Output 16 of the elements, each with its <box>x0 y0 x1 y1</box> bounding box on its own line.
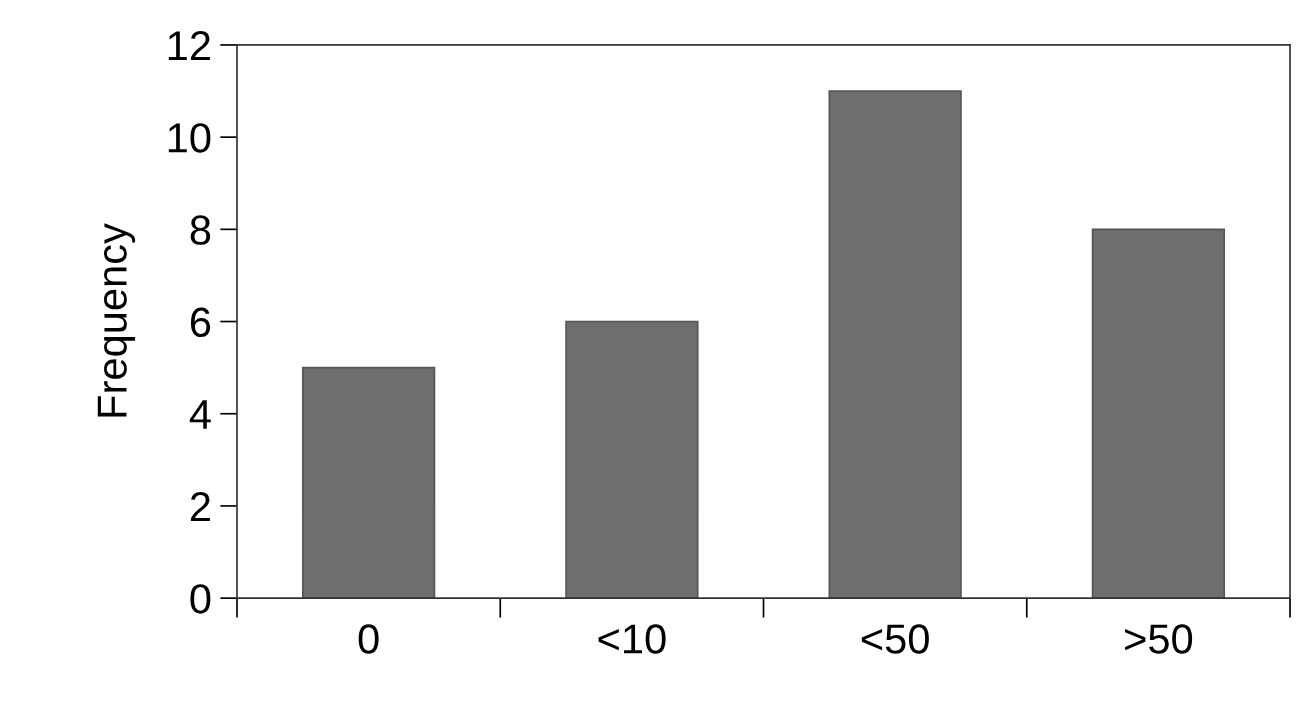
y-tick-label: 12 <box>168 30 210 61</box>
x-tick-label: >50 <box>1125 624 1193 654</box>
y-axis-title: Frequency <box>97 223 136 417</box>
bar <box>301 366 436 599</box>
bar <box>565 320 699 599</box>
x-tick-label: 0 <box>358 624 379 654</box>
y-tick-label: 8 <box>190 215 211 245</box>
y-tick-label: 6 <box>190 307 211 338</box>
bar <box>1091 228 1226 599</box>
y-tick-label: 10 <box>168 123 211 153</box>
y-tick-label: 4 <box>189 400 211 429</box>
y-tick-label: 2 <box>190 491 210 522</box>
y-tick-label: 0 <box>190 584 211 614</box>
x-tick-label: <50 <box>861 624 929 654</box>
bar <box>828 90 962 599</box>
x-tick-label: <10 <box>598 624 666 654</box>
